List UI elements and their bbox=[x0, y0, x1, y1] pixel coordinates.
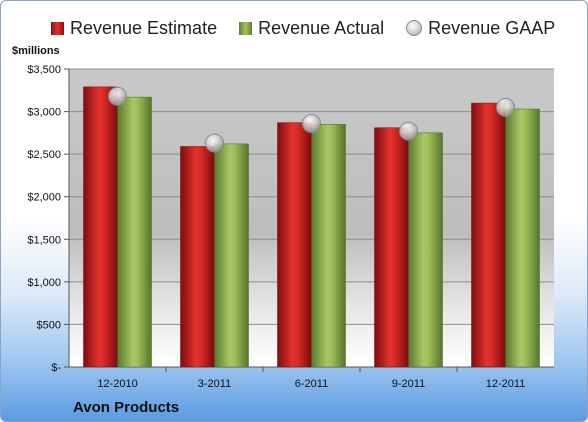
bar-revenue-actual bbox=[214, 143, 249, 368]
y-tick-label: $500 bbox=[37, 319, 61, 331]
x-tick-label: 12-2010 bbox=[97, 378, 137, 390]
y-tick-label: $1,500 bbox=[27, 234, 61, 246]
x-tick-label: 12-2011 bbox=[486, 378, 526, 390]
legend: Revenue Estimate Revenue Actual Revenue … bbox=[51, 15, 587, 41]
company-name: Avon Products bbox=[73, 399, 180, 416]
gaap-markers bbox=[108, 86, 515, 153]
bar-revenue-actual bbox=[311, 124, 346, 368]
marker-revenue-gaap bbox=[496, 97, 515, 117]
x-axis-ticks: 12-2010 3-2011 6-2011 9-2011 12-2011 bbox=[97, 367, 525, 390]
y-axis-unit-label: $millions bbox=[12, 45, 60, 57]
y-tick-label: $- bbox=[51, 362, 61, 374]
marker-revenue-gaap bbox=[302, 113, 321, 133]
legend-item-gaap: Revenue GAAP bbox=[406, 18, 555, 39]
legend-label-gaap: Revenue GAAP bbox=[428, 17, 556, 38]
marker-revenue-gaap bbox=[205, 133, 224, 153]
x-tick-label: 3-2011 bbox=[198, 378, 231, 390]
y-tick-label: $2,000 bbox=[27, 192, 61, 204]
legend-item-estimate: Revenue Estimate bbox=[51, 18, 217, 39]
legend-marker-gaap bbox=[406, 20, 423, 36]
bars bbox=[83, 86, 540, 368]
legend-label-actual: Revenue Actual bbox=[258, 17, 385, 38]
legend-label-estimate: Revenue Estimate bbox=[70, 17, 218, 38]
bar-revenue-estimate bbox=[83, 86, 118, 368]
bar-revenue-actual bbox=[117, 96, 152, 368]
bar-revenue-estimate bbox=[471, 102, 506, 368]
y-tick-label: $3,000 bbox=[27, 107, 61, 119]
legend-swatch-estimate bbox=[51, 21, 64, 35]
bar-revenue-estimate bbox=[180, 146, 215, 368]
bar-revenue-estimate bbox=[277, 122, 312, 368]
legend-item-actual: Revenue Actual bbox=[239, 18, 384, 39]
y-axis-ticks: $- $500 $1,000 $1,500 $2,000 $2,500 $3,000 $3,5… bbox=[27, 64, 61, 374]
legend-swatch-actual bbox=[239, 21, 253, 35]
marker-revenue-gaap bbox=[399, 121, 418, 141]
bar-revenue-actual bbox=[408, 132, 443, 368]
marker-revenue-gaap bbox=[108, 86, 127, 106]
x-tick-label: 6-2011 bbox=[295, 378, 328, 390]
bar-revenue-estimate bbox=[374, 127, 409, 368]
y-tick-label: $2,500 bbox=[27, 149, 61, 161]
y-tick-label: $1,000 bbox=[27, 277, 61, 289]
y-tick-label: $3,500 bbox=[27, 64, 61, 76]
x-tick-label: 9-2011 bbox=[392, 378, 425, 390]
bar-revenue-actual bbox=[505, 108, 540, 368]
